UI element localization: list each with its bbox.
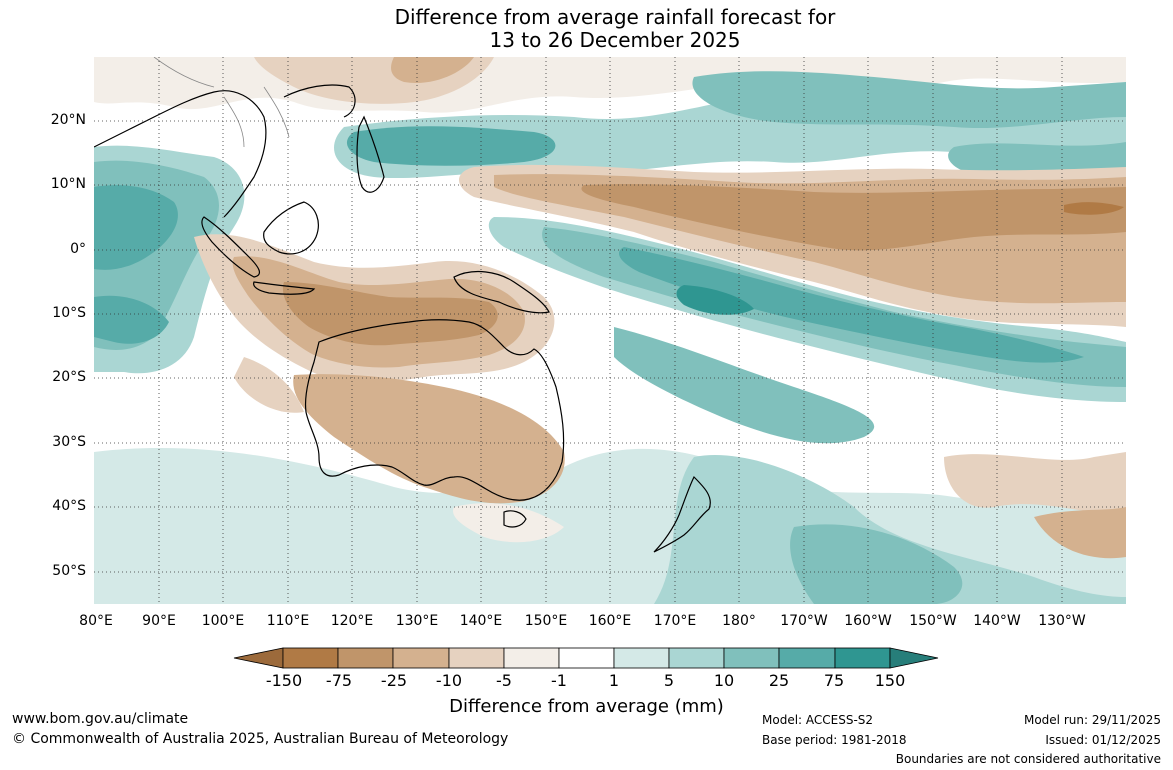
- lat-label-50s: 50°S: [52, 563, 86, 579]
- colorbar-arrow-low: [233, 647, 284, 669]
- tasmania-coastline: [503, 510, 527, 528]
- lat-label-0: 0°: [70, 241, 86, 257]
- asia-brown-core: [391, 57, 474, 83]
- graticule: [94, 57, 1126, 604]
- colorbar-segment: [448, 647, 505, 669]
- south-australia-light-brown: [453, 503, 564, 543]
- colorbar-tick: -25: [380, 671, 408, 690]
- lon-label-160w: 160°W: [844, 613, 892, 629]
- philippine-sea-teal: [346, 126, 556, 166]
- equatorial-brown-core: [581, 184, 1126, 251]
- colorbar-title: Difference from average (mm): [449, 696, 724, 717]
- map-title-line1: Difference from average rainfall forecas…: [394, 5, 836, 29]
- lon-label-170e: 170°E: [653, 613, 697, 629]
- model-run-text: Model run: 29/11/2025: [1023, 713, 1161, 727]
- lat-label-10s: 10°S: [52, 305, 86, 321]
- tasman-pacific-shading: [654, 455, 1126, 604]
- copyright-text: © Commonwealth of Australia 2025, Austra…: [12, 731, 509, 747]
- colorbar-segment: [337, 647, 394, 669]
- colorbar-tick: -1: [551, 671, 567, 690]
- website-link[interactable]: www.bom.gov.au/climate: [12, 711, 189, 727]
- issued-text: Issued: 01/12/2025: [1045, 733, 1161, 747]
- country-borders: [153, 57, 290, 148]
- colorbar-tick: -150: [265, 671, 303, 690]
- lon-label-150w: 150°W: [909, 613, 957, 629]
- lon-label-180: 180°: [722, 613, 756, 629]
- rainfall-anomaly-map: [94, 57, 1126, 604]
- lat-label-20n: 20°N: [50, 112, 86, 128]
- colorbar: [233, 647, 939, 669]
- lon-label-120e: 120°E: [330, 613, 374, 629]
- map-title-line2: 13 to 26 December 2025: [489, 28, 741, 52]
- colorbar-segment: [778, 647, 836, 669]
- lon-label-140w: 140°W: [973, 613, 1021, 629]
- colorbar-tick: -75: [325, 671, 353, 690]
- lon-label-150e: 150°E: [524, 613, 568, 629]
- java-coastline: [253, 281, 316, 295]
- spcz-teal-peak: [676, 285, 754, 315]
- colorbar-tick: -10: [435, 671, 463, 690]
- colorbar-segment: [613, 647, 670, 669]
- australia-brown: [293, 374, 565, 504]
- colorbar-tick: -5: [496, 671, 512, 690]
- colorbar-tick: 25: [768, 671, 790, 690]
- colorbar-tick: 150: [874, 671, 906, 690]
- coastlines: [94, 84, 711, 553]
- colorbar-tick: 10: [713, 671, 735, 690]
- model-text: Model: ACCESS-S2: [762, 713, 874, 727]
- philippines-coastline: [356, 115, 385, 193]
- lat-label-30s: 30°S: [52, 434, 86, 450]
- coral-sea-teal: [614, 327, 875, 444]
- colorbar-tick: 1: [608, 671, 620, 690]
- southern-ocean-teal-patch: [274, 532, 487, 593]
- colorbar-segment: [392, 647, 450, 669]
- indian-ocean-teal-core: [94, 185, 178, 270]
- disclaimer-text: Boundaries are not considered authoritat…: [895, 752, 1161, 766]
- lon-label-100e: 100°E: [201, 613, 245, 629]
- colorbar-segment: [834, 647, 891, 669]
- australia-coastline: [304, 319, 565, 501]
- lat-label-40s: 40°S: [52, 498, 86, 514]
- equatorial-brown-peak: [1064, 202, 1124, 215]
- new-zealand-coastline: [653, 475, 711, 553]
- colorbar-segment: [558, 647, 615, 669]
- north-pacific-teal: [692, 71, 1126, 129]
- lon-label-140e: 140°E: [459, 613, 503, 629]
- southern-indian-teal-patch: [199, 476, 365, 546]
- se-pacific-brown2: [1034, 507, 1126, 559]
- indian-ocean-teal-core2: [94, 295, 169, 344]
- sumatra-coastline: [201, 216, 261, 278]
- borneo-coastline: [263, 201, 319, 255]
- colorbar-arrow-high: [889, 647, 939, 669]
- colorbar-tick: 75: [823, 671, 845, 690]
- spcz-teal-strong: [619, 247, 1084, 363]
- lon-label-160e: 160°E: [588, 613, 632, 629]
- colorbar-segment: [723, 647, 780, 669]
- lon-label-110e: 110°E: [266, 613, 310, 629]
- new-guinea-coastline: [453, 271, 550, 314]
- lon-label-170w: 170°W: [780, 613, 828, 629]
- colorbar-segment: [503, 647, 560, 669]
- colorbar-segment: [668, 647, 725, 669]
- lat-label-20s: 20°S: [52, 369, 86, 385]
- lat-label-10n: 10°N: [50, 176, 86, 192]
- wa-coast-brown: [234, 357, 304, 413]
- lon-label-130e: 130°E: [395, 613, 439, 629]
- lon-label-80e: 80°E: [79, 613, 113, 629]
- se-pacific-brown: [944, 452, 1126, 513]
- colorbar-segment: [282, 647, 339, 669]
- base-period-text: Base period: 1981-2018: [762, 733, 907, 747]
- tasman-teal-patch: [790, 524, 963, 604]
- colorbar-tick: 5: [663, 671, 675, 690]
- lon-label-130w: 130°W: [1038, 613, 1086, 629]
- lon-label-90e: 90°E: [142, 613, 176, 629]
